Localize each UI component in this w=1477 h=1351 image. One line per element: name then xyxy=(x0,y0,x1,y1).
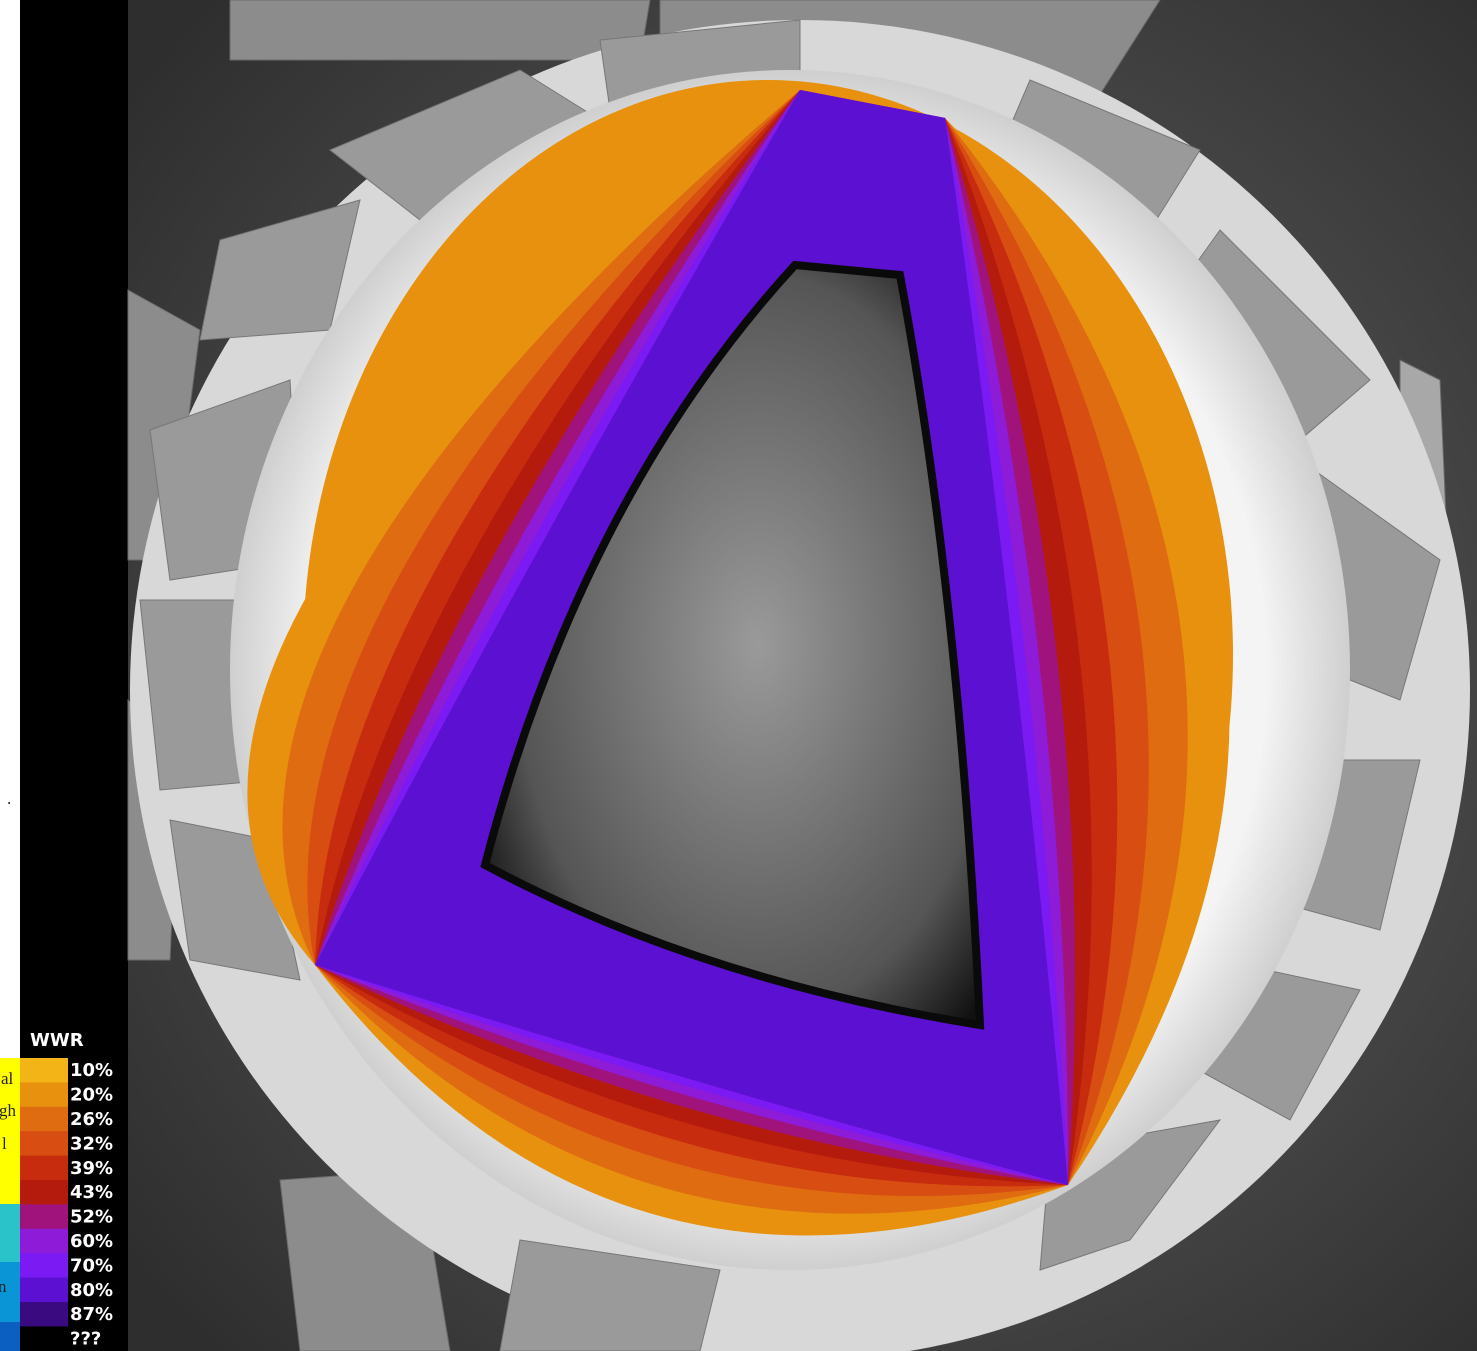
legend-label: ??? xyxy=(70,1329,101,1350)
legend-label: 43% xyxy=(70,1182,113,1203)
side-panel xyxy=(0,1262,20,1322)
legend-label: 26% xyxy=(70,1109,113,1130)
legend-swatch xyxy=(20,1155,68,1181)
legend-label: 20% xyxy=(70,1085,113,1106)
legend-title: WWR xyxy=(30,1030,84,1051)
legend-swatch xyxy=(20,1326,68,1351)
legend-swatch xyxy=(20,1204,68,1230)
legend-swatch xyxy=(20,1058,68,1083)
side-text: . xyxy=(7,789,11,808)
side-text: n xyxy=(0,1277,7,1296)
legend-label: 70% xyxy=(70,1255,113,1276)
legend-label: 60% xyxy=(70,1231,113,1252)
legend-label: 80% xyxy=(70,1280,113,1301)
side-text: al xyxy=(1,1069,14,1088)
margin xyxy=(0,0,20,1351)
legend-swatch xyxy=(20,1253,68,1279)
legend-swatch xyxy=(20,1082,68,1108)
legend-swatch xyxy=(20,1131,68,1157)
side-text: gh xyxy=(0,1101,17,1120)
legend-label: 10% xyxy=(70,1060,113,1081)
side-text: l xyxy=(2,1134,7,1153)
side-panel xyxy=(0,1204,20,1262)
legend-swatch xyxy=(20,1106,68,1132)
legend-swatch xyxy=(20,1180,68,1205)
legend-swatch xyxy=(20,1302,68,1327)
legend-label: 32% xyxy=(70,1133,113,1154)
legend-label: 39% xyxy=(70,1158,113,1179)
legend-label: 52% xyxy=(70,1207,113,1228)
legend: 10% 20% 26% 32% 39% 43% 52% 60% 70% 80% 87%??? xyxy=(20,1058,115,1351)
courtyard xyxy=(480,260,985,1030)
legend-swatch xyxy=(20,1228,68,1254)
legend-swatch xyxy=(20,1277,68,1303)
legend-label: 87% xyxy=(70,1304,113,1325)
side-panel xyxy=(0,1058,20,1204)
side-panel xyxy=(0,1322,20,1351)
